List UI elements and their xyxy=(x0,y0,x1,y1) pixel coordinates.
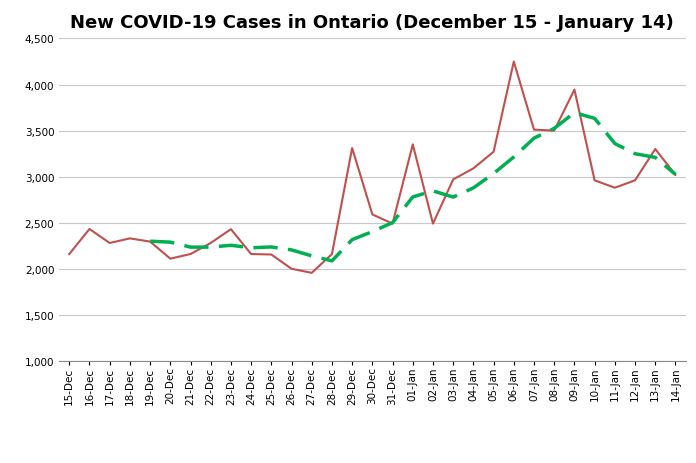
Title: New COVID-19 Cases in Ontario (December 15 - January 14): New COVID-19 Cases in Ontario (December … xyxy=(70,14,674,32)
